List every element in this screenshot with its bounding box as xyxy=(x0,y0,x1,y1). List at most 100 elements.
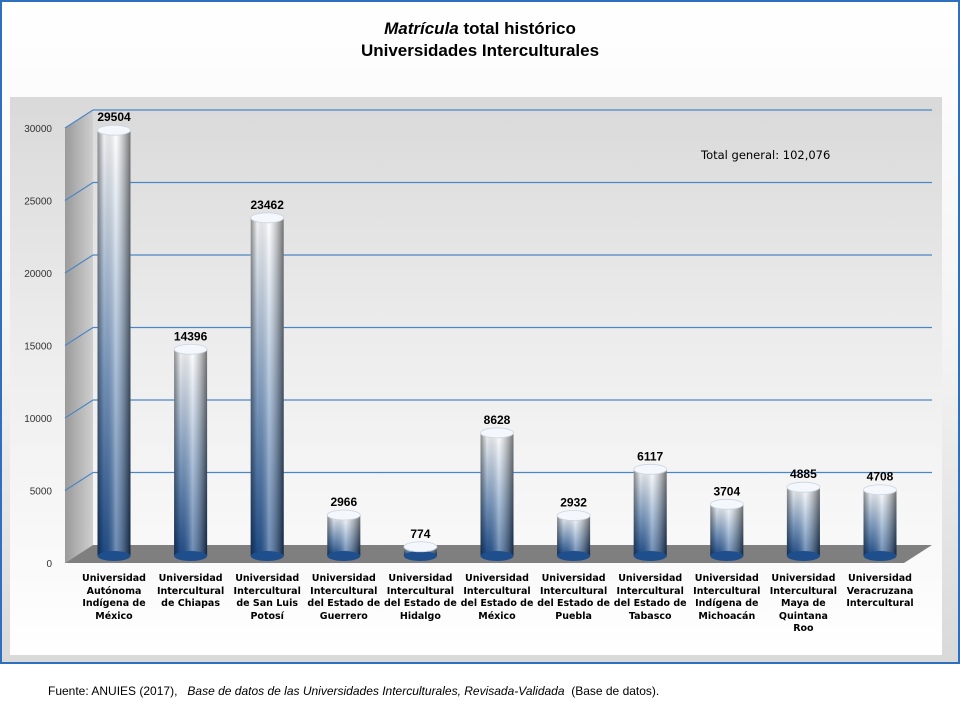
category-label-line: Intercultural xyxy=(463,585,531,597)
y-tick-label: 30000 xyxy=(24,124,52,135)
category-label-line: de San Luis xyxy=(236,598,298,609)
value-label: 29504 xyxy=(97,110,131,124)
value-label: 2966 xyxy=(330,495,357,509)
y-tick-label: 0 xyxy=(46,559,52,570)
value-label: 8628 xyxy=(484,413,511,427)
category-label-line: Universidad xyxy=(465,573,529,584)
category-label-line: México xyxy=(95,610,133,622)
bar-base xyxy=(403,551,437,561)
category-label-line: Universidad xyxy=(235,573,300,584)
category-label: Universidad Intercultural de Chiapas xyxy=(152,573,230,611)
bar-shade xyxy=(174,349,208,556)
category-label-line: Indígena de xyxy=(695,598,759,609)
bar-top xyxy=(173,343,208,355)
category-label-line: Hidalgo xyxy=(399,610,441,622)
bar-base xyxy=(633,551,667,561)
source-italic: Base de datos de las Universidades Inter… xyxy=(187,684,565,698)
bar-shade xyxy=(327,514,361,556)
category-label-line: Universidad xyxy=(541,573,606,584)
category-label-line: Indígena de xyxy=(82,598,146,609)
category-label-line: del Estado de xyxy=(460,598,534,609)
chart-title: Matrícula total histórico Universidades … xyxy=(0,18,960,62)
y-tick-label: 5000 xyxy=(30,487,53,498)
y-tick-label: 25000 xyxy=(24,197,52,208)
title-rest: total histórico xyxy=(458,19,576,38)
value-label: 3704 xyxy=(713,484,740,498)
bar-shade xyxy=(786,487,820,556)
category-label-line: Universidad xyxy=(771,573,836,584)
bar-shade xyxy=(863,489,897,556)
category-label: Universidad Veracruzana Intercultural xyxy=(841,573,919,611)
category-label-line: Potosí xyxy=(250,610,284,622)
category-label-line: Intercultural xyxy=(846,598,914,609)
bar-base xyxy=(863,551,897,561)
bar-shade xyxy=(97,130,131,556)
bar-base xyxy=(250,551,284,561)
category-label-line: Intercultural xyxy=(616,585,684,597)
category-label-line: Roo xyxy=(793,623,814,634)
y-tick-label: 10000 xyxy=(24,414,52,425)
gridline-diagonal xyxy=(64,399,94,419)
bar-top xyxy=(863,484,897,496)
value-label: 14396 xyxy=(174,329,208,343)
category-label: Universidad Intercultural Maya de Quintana R… xyxy=(764,573,842,636)
bar-base xyxy=(480,551,514,561)
gridline-diagonal xyxy=(64,471,94,492)
category-label-line: Michoacán xyxy=(698,610,756,622)
bar-base xyxy=(786,551,820,561)
value-label: 774 xyxy=(410,527,430,541)
category-label-line: Quintana xyxy=(778,610,828,622)
bar-shade xyxy=(710,504,744,556)
category-label-line: Intercultural xyxy=(693,585,761,597)
bar-shade xyxy=(250,217,284,556)
bar-shade xyxy=(480,432,514,556)
bar-top xyxy=(633,463,668,475)
source-note: Fuente: ANUIES (2017), Base de datos de … xyxy=(48,684,659,698)
value-label: 23462 xyxy=(251,198,285,212)
category-label-line: Intercultural xyxy=(156,585,225,597)
title-italic: Matrícula xyxy=(384,19,459,38)
category-label: Universidad Intercultural de San Luis Potos… xyxy=(228,573,306,623)
bar-base xyxy=(97,551,131,561)
category-label-line: Puebla xyxy=(555,610,592,622)
category-label-line: Veracruzana xyxy=(846,585,914,597)
gridline-diagonal xyxy=(64,254,94,274)
bar-shade xyxy=(633,469,667,556)
title-line2: Universidades Interculturales xyxy=(360,41,600,60)
category-label: Universidad Intercultural del Estado de Tab… xyxy=(611,573,689,623)
gridline-diagonal xyxy=(64,181,94,202)
category-label: Universidad Autónoma Indígena de México xyxy=(75,573,153,623)
value-label: 4708 xyxy=(867,470,894,484)
bar-top xyxy=(250,212,285,224)
category-label: Universidad Intercultural del Estado de Méx… xyxy=(458,573,536,623)
category-label-line: Universidad xyxy=(82,573,146,584)
category-label: Universidad Intercultural del Estado de Gue… xyxy=(305,573,383,623)
category-label-line: Intercultural xyxy=(386,585,455,597)
category-label: Universidad Intercultural Indígena de Micho… xyxy=(688,573,766,623)
bar-top xyxy=(556,510,591,521)
category-label-line: Universidad xyxy=(158,573,223,584)
bar-top xyxy=(326,509,361,521)
gridline-diagonal xyxy=(64,326,94,347)
category-label-line: Universidad xyxy=(694,573,759,584)
bar-base xyxy=(174,551,208,561)
value-label: 2932 xyxy=(560,495,587,509)
category-label-line: Autónoma xyxy=(86,585,142,597)
bar-base xyxy=(327,551,361,561)
bar-top xyxy=(403,541,438,553)
category-label-line: del Estado de xyxy=(537,598,610,609)
category-label-line: Universidad xyxy=(618,573,683,584)
value-label: 6117 xyxy=(637,449,663,463)
bar-top xyxy=(709,498,744,510)
category-label-line: Guerrero xyxy=(319,610,368,622)
category-label-line: del Estado de xyxy=(613,598,687,609)
value-label: 4885 xyxy=(790,467,817,481)
bar-shade xyxy=(557,515,591,556)
category-label-line: Tabasco xyxy=(628,610,672,622)
category-label-line: Intercultural xyxy=(310,585,378,597)
category-label-line: del Estado de xyxy=(307,598,381,609)
y-tick-label: 20000 xyxy=(24,269,52,280)
bar-base xyxy=(710,551,744,561)
bar-top xyxy=(480,427,514,439)
